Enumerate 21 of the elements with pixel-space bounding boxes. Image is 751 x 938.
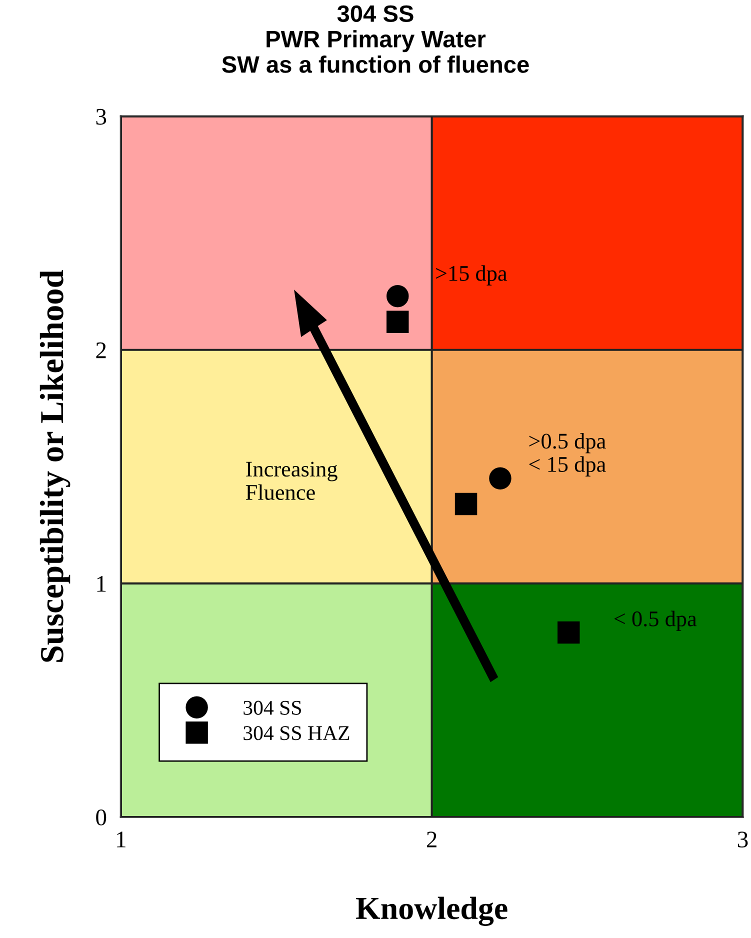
point: [386, 285, 409, 308]
x-axis-title: Knowledge: [356, 896, 508, 926]
chart-title: 304 SS PWR Primary Water SW as a function of fluence: [222, 5, 529, 73]
y-tick-label: 1: [97, 576, 106, 592]
point: [558, 621, 580, 644]
point: [454, 492, 478, 516]
annotation: < 0.5 dpa: [614, 610, 697, 631]
point: [386, 310, 409, 333]
y-tick-label: 0: [96, 809, 106, 826]
legend-label: 304 SS: [244, 700, 301, 715]
x-tick-label: 2: [426, 832, 436, 848]
x-tick-label: 1: [117, 832, 126, 848]
x-tick-label: 3: [738, 832, 748, 848]
annotation: >15 dpa: [436, 265, 508, 286]
y-axis-title: Susceptibility or Likelihood: [40, 270, 70, 662]
legend-label: 304 SS HAZ: [244, 726, 350, 740]
annotation: Increasing Fluence: [246, 462, 338, 500]
point: [489, 467, 512, 490]
y-tick-label: 3: [96, 108, 106, 125]
annotation: >0.5 dpa < 15 dpa: [529, 433, 606, 476]
y-tick-label: 2: [96, 342, 106, 358]
